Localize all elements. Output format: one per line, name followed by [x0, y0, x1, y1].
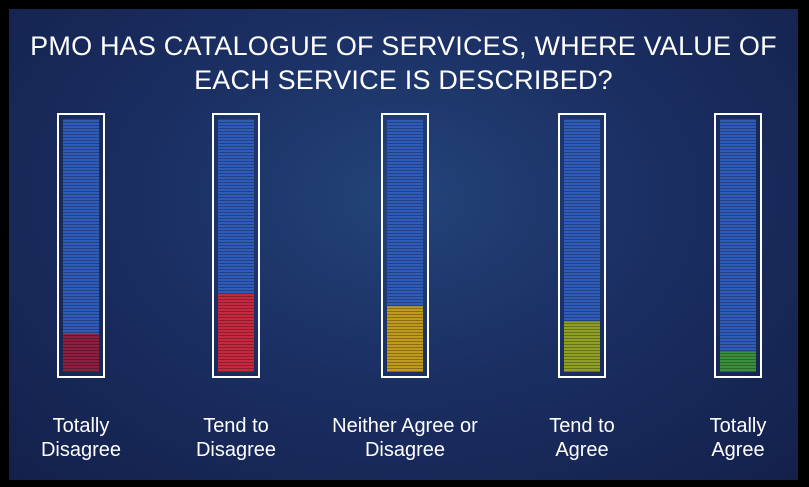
category-label: Agree [555, 439, 608, 461]
category-label: Tend to [549, 415, 615, 437]
bar-stripes [720, 119, 756, 372]
bar-stripes [63, 119, 99, 372]
bar-frame [381, 113, 429, 378]
bar-frame [57, 113, 105, 378]
category-label: Totally [53, 415, 110, 437]
chart-title: PMO HAS CATALOGUE OF SERVICES, WHERE VAL… [9, 29, 798, 97]
bar-frame [212, 113, 260, 378]
category-label: Disagree [196, 439, 276, 461]
chart-frame: PMO HAS CATALOGUE OF SERVICES, WHERE VAL… [9, 9, 798, 480]
bar-stripes [218, 119, 254, 372]
chart-title-line-1: PMO HAS CATALOGUE OF SERVICES, WHERE VAL… [30, 31, 777, 61]
chart-title-line-2: EACH SERVICE IS DESCRIBED? [194, 65, 613, 95]
bar-frame [558, 113, 606, 378]
category-label: Agree [711, 439, 764, 461]
category-label: Totally [710, 415, 767, 437]
category-label: Neither Agree or [332, 415, 478, 437]
bar-frame [714, 113, 762, 378]
bar-stripes [564, 119, 600, 372]
bar-stripes [387, 119, 423, 372]
category-label: Disagree [365, 439, 445, 461]
category-label: Disagree [41, 439, 121, 461]
category-label: Tend to [203, 415, 269, 437]
